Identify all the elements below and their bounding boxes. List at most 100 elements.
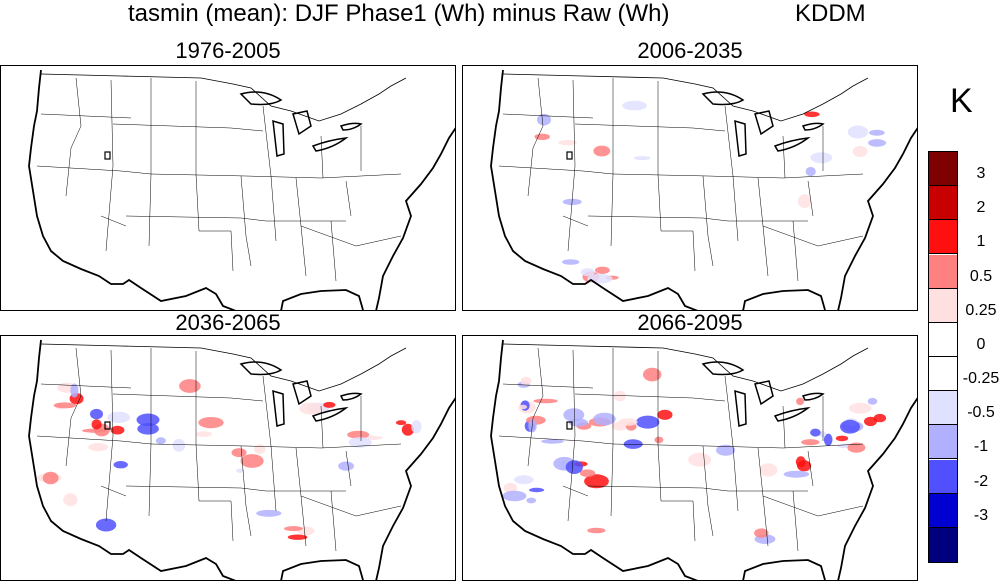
cool-anomaly: [70, 383, 79, 398]
warm-anomaly: [801, 439, 820, 446]
state-boundaries: [498, 77, 864, 282]
warm-anomaly: [595, 266, 610, 274]
cool-anomaly: [623, 439, 643, 449]
cool-anomaly: [847, 125, 869, 139]
state-boundaries: [36, 77, 402, 282]
warm-anomaly: [534, 133, 550, 140]
warm-anomaly: [395, 420, 407, 426]
warm-anomaly: [643, 367, 662, 382]
cool-anomaly: [580, 268, 595, 277]
cool-anomaly: [622, 100, 647, 111]
cool-anomaly: [867, 397, 878, 405]
colorbar-tick-label: -3: [973, 506, 989, 524]
map-panel-3: [0, 335, 456, 581]
map-panel-1: [0, 65, 456, 311]
colorbar-tick-label: -0.25: [962, 370, 1000, 387]
cool-anomaly: [172, 439, 186, 452]
warm-anomaly: [804, 111, 820, 118]
cool-anomaly: [562, 259, 580, 265]
colorbar-box: [929, 220, 957, 255]
warm-anomaly: [796, 397, 805, 406]
warm-anomaly: [401, 423, 414, 436]
national-border: [40, 73, 407, 122]
panel-title-2: 2006-2035: [637, 38, 743, 63]
cool-anomaly: [716, 444, 736, 456]
warm-anomaly: [299, 402, 324, 415]
colorbar-box: [929, 357, 957, 392]
warm-anomaly: [688, 452, 712, 467]
figure-title-main: tasmin (mean): DJF Phase1 (Wh) minus Raw…: [128, 0, 670, 27]
warm-anomaly: [323, 401, 336, 408]
us-map-3: [28, 339, 455, 580]
cool-anomaly: [113, 461, 128, 469]
cool-anomaly: [502, 490, 527, 502]
us-map-4: [490, 339, 917, 580]
colorbar-tick-label: 0.5: [969, 267, 993, 285]
warm-anomaly: [579, 469, 596, 477]
cool-anomaly: [537, 113, 551, 126]
great-lakes: [701, 361, 825, 427]
panel-title-4: 2066-2095: [637, 310, 743, 335]
great-lakes: [239, 361, 363, 427]
coastline: [490, 339, 917, 580]
cool-anomaly: [869, 129, 885, 136]
map-panel-4: [462, 335, 918, 581]
colorbar-box: [929, 459, 957, 494]
colorbar-tick-label: -0.5: [967, 404, 995, 422]
cool-anomaly: [95, 518, 117, 532]
warm-anomaly: [518, 404, 528, 410]
colorbar-box: [929, 527, 957, 562]
colorbar-box: [929, 391, 957, 426]
warm-anomaly: [849, 402, 872, 414]
warm-anomaly: [835, 435, 849, 442]
warm-anomaly: [284, 526, 303, 532]
great-salt-lake: [566, 151, 573, 160]
national-border: [40, 343, 407, 392]
colorbar-tick-label: 3: [976, 165, 986, 182]
cool-anomaly: [529, 487, 545, 493]
warm-anomaly: [873, 413, 887, 423]
colorbar-tick-label: 1: [976, 233, 986, 251]
cool-anomaly: [587, 273, 613, 284]
anomaly-field: [502, 367, 887, 544]
warm-anomaly: [754, 528, 769, 538]
colorbar-tick-label: 2: [976, 199, 986, 217]
colorbar-box: [929, 254, 957, 289]
cool-anomaly: [805, 166, 816, 177]
cool-anomaly: [348, 437, 372, 448]
cool-anomaly: [90, 408, 103, 420]
warm-anomaly: [503, 482, 518, 494]
panel-title-1: 1976-2005: [175, 38, 281, 63]
state-boundaries: [36, 347, 402, 552]
warm-anomaly: [558, 139, 578, 146]
cool-anomaly: [840, 419, 860, 434]
national-border: [502, 73, 869, 122]
cool-anomaly: [823, 433, 833, 446]
us-map-1: [28, 69, 455, 310]
warm-anomaly: [53, 402, 77, 409]
warm-anomaly: [587, 527, 606, 534]
warm-anomaly: [654, 436, 664, 444]
coastline: [28, 69, 455, 310]
cool-anomaly: [568, 418, 588, 427]
coastline: [490, 69, 917, 310]
great-salt-lake: [566, 421, 573, 430]
colorbar-box: [929, 493, 957, 528]
map-panel-2: [462, 65, 918, 311]
cool-anomaly: [137, 423, 159, 435]
warm-anomaly: [797, 194, 812, 209]
warm-anomaly: [613, 390, 626, 402]
warm-anomaly: [533, 398, 558, 404]
warm-anomaly: [91, 419, 102, 430]
colorbar-unit: K: [950, 82, 973, 120]
cool-anomaly: [136, 413, 160, 427]
colorbar-box: [929, 322, 957, 357]
colorbar-tick-label: 0.25: [965, 301, 997, 319]
cool-anomaly: [783, 470, 810, 478]
state-boundaries: [498, 347, 864, 552]
warm-anomaly: [864, 416, 877, 427]
great-lakes: [239, 91, 363, 157]
panel-title-3: 2036-2065: [175, 310, 281, 335]
warm-anomaly: [347, 430, 370, 439]
cool-anomaly: [514, 475, 534, 485]
